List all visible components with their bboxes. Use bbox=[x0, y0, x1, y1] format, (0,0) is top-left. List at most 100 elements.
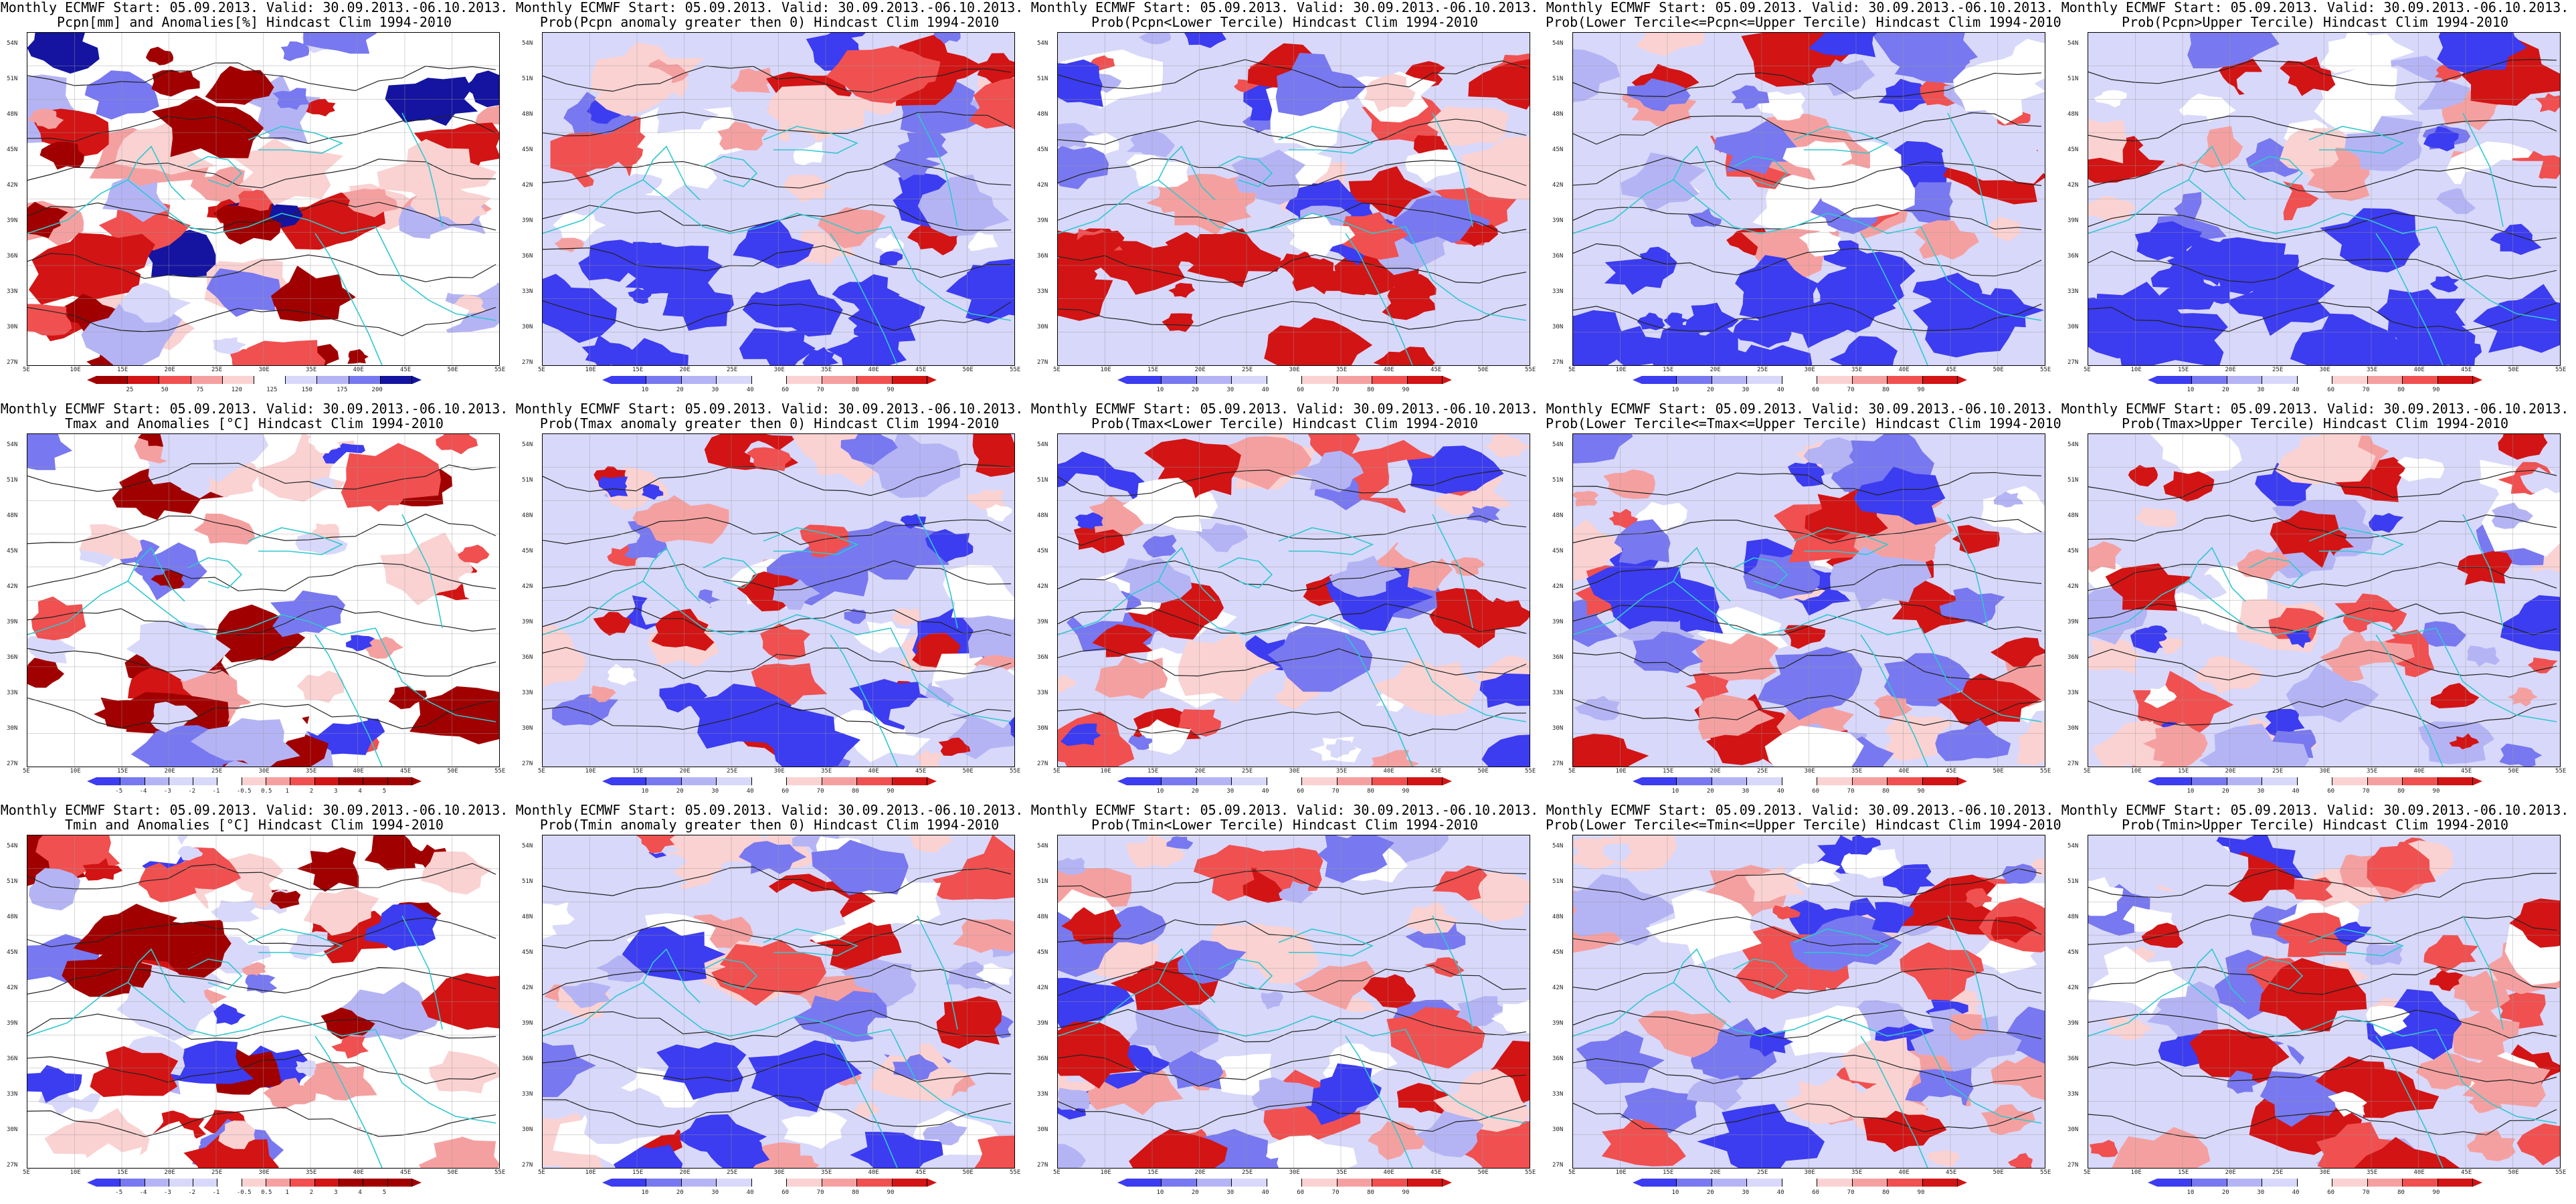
color-scale-swatch bbox=[193, 1179, 218, 1187]
coastline bbox=[314, 1035, 383, 1168]
field-patch bbox=[543, 625, 587, 688]
panel-r1-c5: Monthly ECMWF Start: 05.09.2013. Valid: … bbox=[2061, 0, 2576, 401]
contour-line bbox=[27, 697, 496, 730]
latitude-label: 45N bbox=[1552, 548, 1564, 555]
color-scale-swatch bbox=[1712, 376, 1748, 384]
field-patch bbox=[1608, 508, 1638, 528]
field-patch bbox=[2415, 1052, 2487, 1090]
coastline bbox=[1860, 233, 1928, 365]
color-scale-swatch bbox=[857, 1179, 893, 1187]
field-patch bbox=[160, 434, 269, 483]
field-patch bbox=[612, 338, 688, 365]
color-scale-swatch bbox=[1677, 777, 1712, 785]
longitude-label: 10E bbox=[1100, 367, 1111, 373]
panel-title-line-1: Monthly ECMWF Start: 05.09.2013. Valid: … bbox=[2061, 802, 2569, 818]
panel-title-line-1: Monthly ECMWF Start: 05.09.2013. Valid: … bbox=[1030, 0, 1539, 15]
panel-r1-c3: Monthly ECMWF Start: 05.09.2013. Valid: … bbox=[1030, 0, 1546, 401]
field-patch bbox=[583, 1088, 685, 1144]
color-scale-swatch bbox=[787, 1179, 822, 1187]
field-patch bbox=[1989, 217, 2021, 241]
color-scale-bar bbox=[1117, 376, 1452, 384]
field-patch bbox=[932, 870, 987, 900]
color-scale-arrow-right bbox=[927, 376, 937, 384]
color-scale-label: -0.5 bbox=[236, 1189, 252, 1196]
color-scale-label: 25 bbox=[126, 387, 134, 393]
field-patch bbox=[1936, 673, 2041, 729]
color-scale-label: 3 bbox=[334, 788, 338, 795]
longitude-label: 45E bbox=[400, 1169, 411, 1176]
latitude-label: 27N bbox=[522, 761, 533, 767]
field-patch bbox=[543, 902, 575, 926]
coastline bbox=[1058, 581, 1406, 635]
latitude-label: 51N bbox=[7, 477, 18, 484]
color-scale-swatch bbox=[681, 777, 717, 785]
latitude-label: 30N bbox=[522, 1126, 533, 1133]
forecast-map bbox=[542, 32, 1015, 366]
field-patch bbox=[781, 1110, 848, 1149]
field-patch bbox=[1939, 587, 2005, 625]
contour-line bbox=[1058, 1054, 1527, 1087]
coastline bbox=[1673, 145, 1731, 201]
field-patch bbox=[543, 922, 557, 939]
field-patch bbox=[760, 623, 810, 660]
contour-line bbox=[27, 253, 496, 282]
contour-line bbox=[543, 560, 1012, 591]
latitude-label: 33N bbox=[1552, 288, 1564, 295]
color-scale-label: -4 bbox=[139, 788, 147, 795]
latitude-label: 36N bbox=[7, 253, 18, 260]
color-scale-swatch bbox=[1712, 777, 1748, 785]
latitude-label: 36N bbox=[522, 253, 533, 260]
color-scale-label: 20 bbox=[1191, 387, 1199, 393]
longitude-label: 25E bbox=[2272, 1169, 2284, 1176]
panel-title-line-2: Prob(Tmax anomaly greater then 0) Hindca… bbox=[539, 415, 1000, 431]
latitude-label: 54N bbox=[7, 843, 18, 849]
color-scale-label: 20 bbox=[1706, 387, 1714, 393]
latitude-label: 42N bbox=[522, 985, 533, 991]
latitude-label: 51N bbox=[1037, 477, 1048, 484]
field-patch bbox=[2156, 835, 2249, 902]
latitude-label: 30N bbox=[1037, 725, 1048, 732]
coastline bbox=[2435, 1029, 2557, 1124]
field-patch bbox=[1139, 33, 1172, 45]
field-patch bbox=[968, 231, 998, 252]
latitude-label: 39N bbox=[522, 619, 533, 625]
coastline bbox=[2188, 145, 2246, 201]
longitude-label: 40E bbox=[1383, 367, 1394, 373]
field-patch bbox=[826, 45, 934, 104]
latitude-label: 39N bbox=[1552, 619, 1564, 625]
field-patch bbox=[90, 1046, 179, 1098]
field-patch bbox=[218, 1120, 256, 1149]
coastline bbox=[187, 156, 243, 187]
field-patch bbox=[1394, 516, 1474, 564]
field-patch bbox=[1758, 91, 1806, 121]
contour-line bbox=[27, 647, 496, 677]
latitude-label: 27N bbox=[1037, 761, 1048, 767]
color-scale-swatch bbox=[1302, 1179, 1338, 1187]
field-patch bbox=[656, 1041, 747, 1100]
color-scale-arrow-left bbox=[1633, 777, 1642, 785]
color-scale-label: 60 bbox=[781, 788, 790, 795]
longitude-label: 40E bbox=[2413, 367, 2425, 373]
field-patch bbox=[2495, 992, 2546, 1029]
longitude-label: 15E bbox=[1147, 768, 1159, 775]
longitude-label: 10E bbox=[585, 768, 596, 775]
color-scale-arrow-left bbox=[1117, 1179, 1127, 1187]
field-patch bbox=[639, 993, 695, 1032]
color-scale-bar bbox=[87, 1179, 422, 1187]
coastline bbox=[642, 948, 701, 1003]
field-patch bbox=[151, 95, 264, 159]
forecast-map bbox=[2088, 32, 2561, 366]
field-patch bbox=[1574, 696, 1621, 721]
field-patch bbox=[1293, 450, 1364, 492]
field-patch bbox=[2158, 637, 2183, 655]
field-patch bbox=[39, 141, 84, 170]
coastline bbox=[1158, 546, 1216, 602]
field-patch bbox=[1645, 890, 1762, 966]
longitude-label: 25E bbox=[727, 768, 738, 775]
field-patch bbox=[1346, 997, 1376, 1013]
field-patch bbox=[119, 282, 191, 323]
color-scale-swatch bbox=[1782, 1179, 1818, 1187]
field-patch bbox=[2105, 563, 2193, 611]
longitude-label: 55E bbox=[1525, 1169, 1536, 1176]
color-scale-bar bbox=[1117, 1179, 1452, 1187]
